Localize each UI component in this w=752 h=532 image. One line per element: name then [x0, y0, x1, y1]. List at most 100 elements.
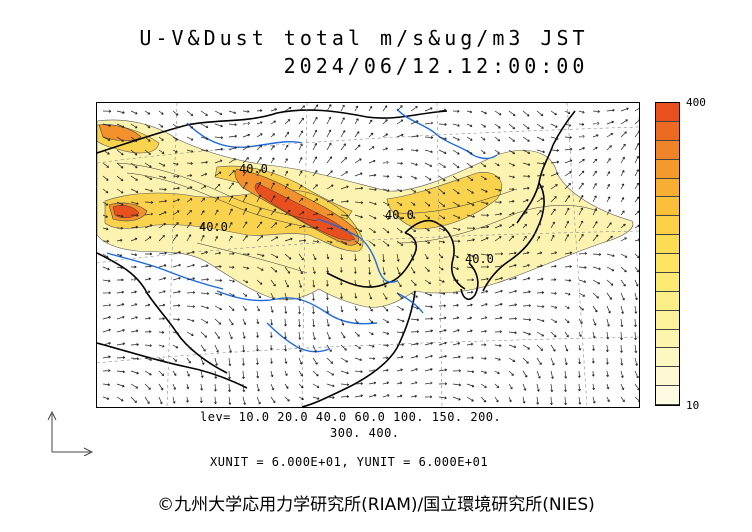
wind-arrow — [452, 175, 460, 182]
wind-arrow — [396, 147, 404, 151]
wind-arrow — [382, 119, 388, 125]
wind-arrow — [620, 370, 624, 378]
wind-arrow — [298, 305, 301, 315]
wind-arrow — [410, 394, 418, 398]
wind-arrow — [620, 107, 629, 112]
wind-arrow — [410, 188, 417, 193]
wind-arrow — [200, 278, 209, 281]
wind-arrow — [214, 171, 222, 177]
wind-arrow — [312, 226, 319, 230]
wind-arrow — [116, 342, 126, 346]
wind-arrow — [438, 396, 447, 400]
wind-arrow — [312, 170, 318, 177]
wind-arrow — [410, 355, 419, 359]
wind-arrow — [130, 175, 138, 181]
wind-arrow — [564, 220, 570, 229]
wind-arrow — [158, 277, 167, 281]
wind-arrow — [256, 235, 264, 242]
wind-arrow — [242, 344, 246, 353]
wind-arrow — [242, 396, 246, 405]
wind-arrow — [508, 149, 516, 155]
wind-arrow — [228, 292, 235, 297]
wind-arrow — [536, 235, 541, 242]
wind-arrow — [200, 172, 208, 177]
wind-arrow — [158, 317, 165, 321]
wind-arrow — [382, 344, 389, 347]
wind-arrow — [312, 240, 320, 243]
wind-arrow — [270, 182, 275, 190]
wind-arrow — [144, 212, 154, 216]
wind-arrow — [620, 383, 625, 391]
wind-arrow — [494, 136, 501, 142]
wind-arrow — [200, 197, 206, 203]
wind-arrow — [144, 201, 154, 204]
wind-arrow — [480, 290, 489, 294]
wind-arrow — [480, 316, 488, 320]
wind-arrow — [340, 171, 349, 177]
wind-arrow — [578, 147, 585, 151]
wind-arrow — [452, 279, 459, 283]
wind-arrow — [438, 279, 445, 283]
wind-arrow — [228, 265, 235, 269]
wind-arrow — [158, 123, 164, 128]
wind-arrow — [214, 223, 218, 229]
wind-arrow — [578, 292, 586, 297]
wind-arrow — [424, 240, 431, 244]
wind-arrow — [494, 303, 503, 307]
wind-arrow — [508, 110, 516, 117]
wind-arrow — [577, 370, 581, 378]
wind-arrow — [606, 158, 611, 164]
wind-arrow — [634, 305, 638, 314]
wind-arrow — [410, 330, 420, 334]
wind-arrow — [242, 279, 249, 284]
wind-arrow — [368, 146, 375, 151]
wind-arrow — [634, 169, 639, 177]
wind-arrow — [270, 169, 275, 177]
wind-arrow — [508, 264, 517, 268]
wind-arrow — [550, 251, 558, 255]
wind-arrow — [466, 110, 473, 114]
wind-arrow — [634, 383, 639, 391]
wind-arrow — [116, 123, 125, 128]
wind-arrow — [578, 135, 585, 138]
wind-arrow — [564, 318, 570, 324]
wind-arrow — [116, 266, 124, 270]
wind-arrow — [438, 354, 447, 359]
wind-arrow — [354, 131, 360, 138]
wind-arrow — [522, 162, 531, 166]
wind-arrow — [564, 123, 572, 127]
wind-arrow — [368, 344, 375, 348]
wind-arrow — [158, 264, 167, 268]
wind-arrow — [634, 370, 639, 379]
wind-arrow — [578, 357, 582, 365]
wind-arrow — [340, 104, 345, 112]
wind-arrow — [326, 213, 334, 216]
wind-arrow — [325, 292, 329, 301]
wind-arrow — [284, 183, 289, 190]
wind-arrow — [312, 129, 318, 138]
wind-arrow — [508, 370, 514, 376]
wind-arrow — [200, 251, 208, 255]
wind-arrow — [186, 209, 192, 216]
wind-arrow — [284, 253, 292, 260]
wind-arrow — [158, 136, 164, 141]
wind-arrow — [634, 196, 639, 203]
wind-arrow — [228, 195, 234, 203]
wind-arrow — [494, 383, 500, 389]
wind-arrow — [620, 156, 625, 164]
wind-arrow — [396, 188, 403, 192]
wind-arrow — [620, 318, 624, 328]
wind-arrow — [256, 169, 262, 177]
wind-arrow — [480, 265, 489, 269]
wind-arrow — [256, 266, 264, 271]
wind-arrow — [312, 331, 316, 341]
wind-arrow — [340, 305, 344, 313]
wind-arrow — [564, 370, 568, 379]
wind-arrow — [340, 253, 344, 261]
wind-arrow — [522, 344, 531, 350]
wind-arrow — [214, 159, 223, 164]
wind-arrow — [214, 183, 221, 190]
wind-arrow — [298, 357, 303, 365]
wind-arrow — [606, 305, 611, 314]
wind-arrow — [564, 357, 568, 366]
